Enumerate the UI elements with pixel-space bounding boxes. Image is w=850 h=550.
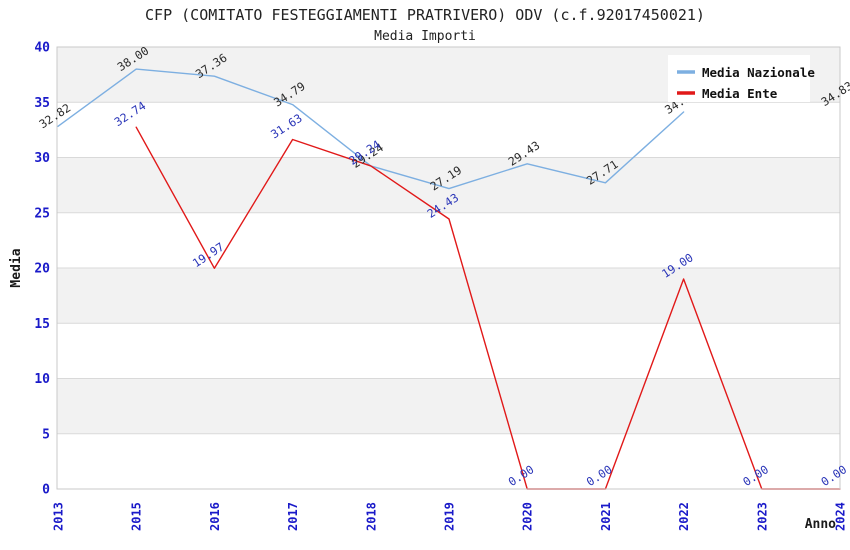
data-label-media-ente: 0.00 [740, 462, 771, 489]
data-label-media-ente: 32.74 [112, 99, 149, 130]
legend-label-media-ente: Media Ente [702, 86, 778, 101]
chart-subtitle: Media Importi [374, 29, 476, 44]
data-label-media-ente: 0.00 [506, 462, 537, 489]
plot-band [57, 157, 840, 213]
x-tick-label: 2024 [834, 502, 848, 531]
x-tick-label: 2013 [52, 502, 66, 531]
y-tick-label: 30 [34, 151, 50, 166]
y-tick-label: 35 [34, 96, 50, 111]
x-tick-label: 2019 [443, 502, 457, 531]
legend: Media Nazionale Media Ente [668, 55, 815, 102]
x-axis-tick-group: 2013 2015 2016 2017 2018 2019 2020 2021 2022 2023… [52, 502, 848, 531]
data-label-media-ente: 0.00 [818, 462, 849, 489]
x-tick-label: 2022 [677, 502, 691, 531]
data-label-media-ente: 0.00 [584, 462, 615, 489]
plot-border [56, 46, 841, 490]
y-tick-label: 5 [42, 427, 50, 442]
y-axis-tick-group: 0 5 10 15 20 25 30 35 40 [34, 41, 50, 498]
series-group [58, 69, 841, 490]
x-tick-label: 2020 [521, 502, 535, 531]
chart-title: CFP (COMITATO FESTEGGIAMENTI PRATRIVERO)… [145, 6, 705, 24]
x-tick-label: 2021 [599, 502, 613, 531]
x-axis-title: Anno [805, 517, 836, 532]
data-label-media-ente: 31.63 [268, 111, 305, 142]
plot-band [57, 378, 840, 434]
series-line-media-ente [135, 126, 841, 490]
x-tick-label: 2016 [208, 502, 222, 531]
y-tick-label: 20 [34, 262, 50, 277]
y-axis-title: Media [9, 248, 24, 287]
data-label-media-ente: 19.97 [190, 240, 227, 271]
grid-group [57, 101, 840, 435]
legend-label-media-nazionale: Media Nazionale [702, 65, 815, 80]
x-tick-label: 2017 [286, 502, 300, 531]
y-tick-label: 10 [34, 372, 50, 387]
band-group [57, 47, 840, 434]
y-tick-label: 40 [34, 41, 50, 56]
x-tick-label: 2023 [755, 502, 769, 531]
x-tick-label: 2015 [130, 502, 144, 531]
y-tick-label: 25 [34, 206, 50, 221]
plot-band [57, 268, 840, 324]
y-tick-label: 15 [34, 317, 50, 332]
y-tick-label: 0 [42, 483, 50, 498]
x-tick-label: 2018 [364, 502, 378, 531]
